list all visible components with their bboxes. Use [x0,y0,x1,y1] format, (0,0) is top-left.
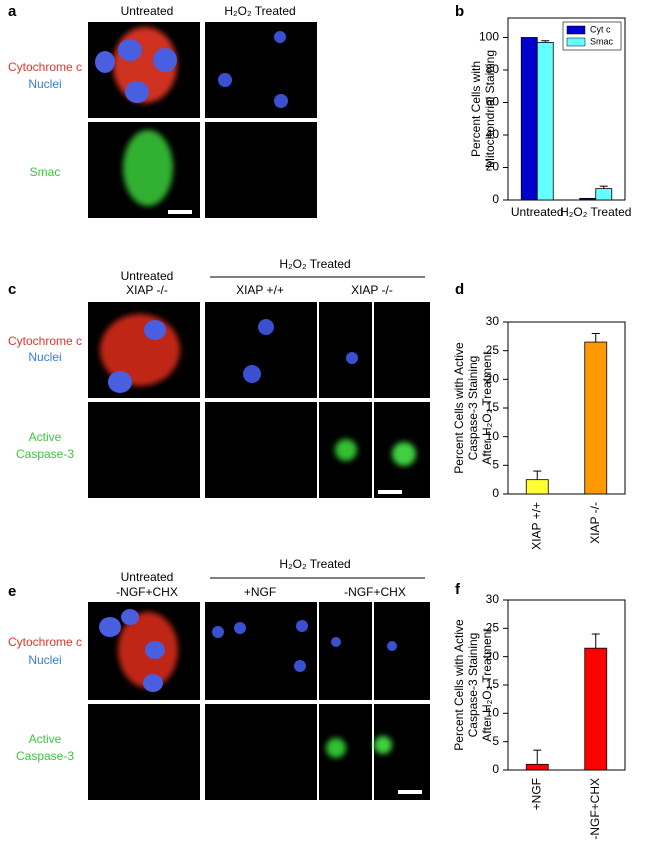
column-label: -NGF+CHX [344,585,406,599]
column-label: Untreated [121,269,174,283]
y-axis-label: After H₂O₂ Treatment [480,628,494,742]
y-tick-label: 0 [492,486,499,500]
column-label: XIAP +/+ [236,283,284,297]
y-axis-label: Percent Cells with [469,61,483,157]
legend-label: Cyt c [590,24,611,34]
row-label: Nuclei [28,77,61,91]
plot-frame [507,599,626,771]
panel-letter: a [8,3,17,20]
legend-swatch [566,25,586,35]
micrographs [88,22,317,218]
y-tick-label: 20 [486,160,500,174]
y-tick-label: 15 [486,400,500,414]
plot-frame [507,17,626,201]
panel-letter: b [455,3,464,20]
row-label: Cytochrome c [8,60,82,74]
y-tick-label: 10 [486,429,500,443]
bar [536,41,554,201]
group-label: H₂O₂ Treated [279,257,350,271]
micrographs [88,602,430,800]
y-tick-label: 30 [486,314,500,328]
y-tick-label: 10 [486,706,500,720]
column-label: +NGF [244,585,276,599]
bar [525,479,549,495]
group-label: H₂O₂ Treated [279,557,350,571]
row-label: Active [29,732,62,746]
x-tick-label: XIAP -/- [588,502,602,544]
x-tick-label: -NGF+CHX [588,778,602,840]
panel-letter: f [455,581,461,598]
y-tick-label: 40 [486,127,500,141]
bar [595,188,613,201]
bar [520,37,538,201]
y-tick-label: 0 [492,762,499,776]
row-label: Cytochrome c [8,635,82,649]
y-tick-label: 80 [486,62,500,76]
y-axis-label: After H₂O₂ Treatment [480,351,494,465]
column-label: H₂O₂ Treated [224,4,295,18]
column-label: -NGF+CHX [116,585,178,599]
y-tick-label: 60 [486,95,500,109]
panel-letter: e [8,583,16,600]
x-tick-label: Untreated [511,205,564,219]
micrographs [88,302,430,498]
x-tick-label: XIAP +/+ [529,502,543,550]
y-tick-label: 0 [492,192,499,206]
row-label: Active [29,430,62,444]
row-label: Cytochrome c [8,334,82,348]
row-label: Smac [30,165,61,179]
row-label: Caspase-3 [16,749,74,763]
y-axis-label: Caspase-3 Staining [466,356,480,461]
y-tick-label: 30 [486,592,500,606]
bar [525,763,549,771]
y-tick-label: 25 [486,621,500,635]
x-tick-label: +NGF [529,778,543,810]
row-label: Nuclei [28,653,61,667]
row-label: Nuclei [28,350,61,364]
y-tick-label: 100 [479,30,499,44]
column-label: XIAP -/- [351,283,393,297]
bar [584,341,608,495]
column-label: XIAP -/- [126,283,168,297]
bar [584,647,608,771]
y-axis-label: Caspase-3 Staining [466,633,480,738]
y-tick-label: 20 [486,372,500,386]
y-axis-label: Percent Cells with Active [452,342,466,474]
legend-swatch [566,37,586,47]
y-tick-label: 15 [486,677,500,691]
legend-label: Smac [590,36,614,46]
y-tick-label: 20 [486,649,500,663]
plot-frame [507,321,626,495]
y-tick-label: 5 [492,458,499,472]
column-label: Untreated [121,570,174,584]
y-tick-label: 25 [486,343,500,357]
y-axis-label: Mitochondrial Staining [483,50,497,168]
row-label: Caspase-3 [16,447,74,461]
y-axis-label: Percent Cells with Active [452,619,466,751]
panel-letter: d [455,281,464,298]
bar [579,197,597,201]
column-label: Untreated [121,4,174,18]
panel-letter: c [8,281,16,298]
y-tick-label: 5 [492,734,499,748]
x-tick-label: H₂O₂ Treated [560,205,631,219]
